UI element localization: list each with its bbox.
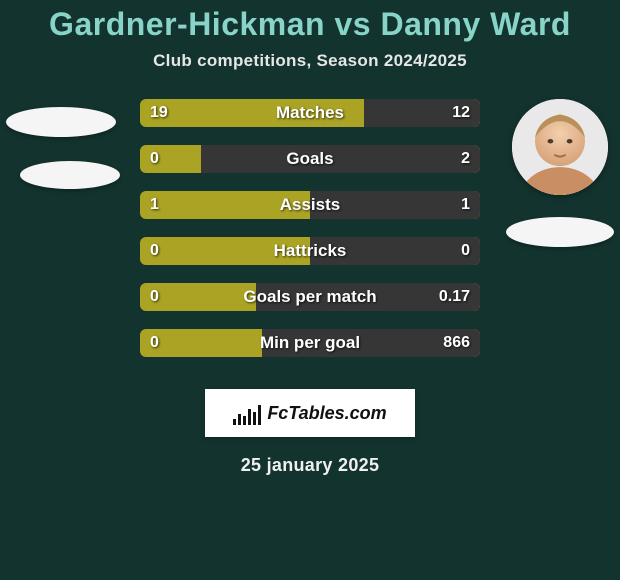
stat-row: Goals02	[140, 145, 480, 173]
stat-row: Assists11	[140, 191, 480, 219]
player-right-avatar	[512, 99, 608, 195]
stat-row: Min per goal0866	[140, 329, 480, 357]
stat-row: Hattricks00	[140, 237, 480, 265]
bar-right-fill	[310, 191, 480, 219]
bar-right-fill	[256, 283, 480, 311]
bar-left-fill	[140, 145, 480, 173]
bar-left-fill	[140, 191, 480, 219]
bar-right-fill	[201, 145, 480, 173]
player-right-slot	[500, 99, 620, 247]
bar-left-fill	[140, 237, 480, 265]
stat-row: Matches1912	[140, 99, 480, 127]
flag-blob-right	[506, 217, 614, 247]
brand-bars-icon	[233, 401, 261, 425]
bar-right-fill	[310, 237, 480, 265]
bar-right-fill	[262, 329, 480, 357]
comparison-card: Gardner-Hickman vs Danny Ward Club compe…	[0, 0, 620, 580]
subtitle: Club competitions, Season 2024/2025	[0, 51, 620, 71]
bar-left-fill	[140, 283, 480, 311]
flag-blob-left-2	[20, 161, 120, 189]
bar-right-fill	[364, 99, 480, 127]
bar-left-fill	[140, 329, 480, 357]
bar-left-fill	[140, 99, 480, 127]
brand-text: FcTables.com	[267, 403, 386, 424]
flag-blob-left-1	[6, 107, 116, 137]
brand-box[interactable]: FcTables.com	[205, 389, 415, 437]
page-title: Gardner-Hickman vs Danny Ward	[0, 0, 620, 43]
compare-area: Matches1912 Goals02 Assists11 Hattricks00 Go…	[0, 99, 620, 379]
avatar-placeholder-icon	[512, 99, 608, 195]
date-text: 25 january 2025	[0, 455, 620, 476]
stat-bars: Matches1912 Goals02 Assists11 Hattricks00 Go…	[140, 99, 480, 375]
stat-row: Goals per match00.17	[140, 283, 480, 311]
